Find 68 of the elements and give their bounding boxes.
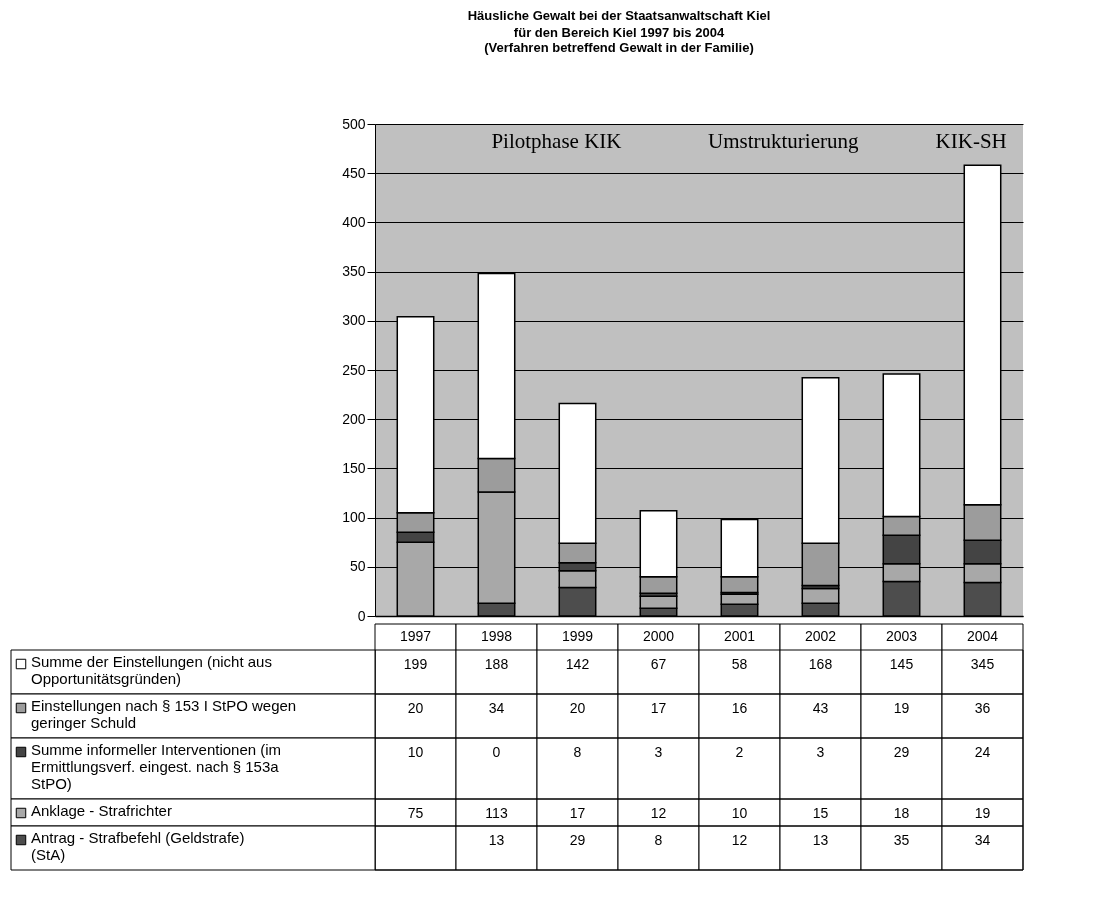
x-tick-label: 2000 <box>642 628 675 644</box>
y-tick-label: 400 <box>342 213 366 230</box>
annotation: Pilotphase KIK <box>491 129 622 153</box>
data-label: 20 <box>407 700 424 716</box>
data-label: 29 <box>893 744 910 760</box>
data-label: 13 <box>488 832 505 848</box>
legend-label: Summe informeller Interventionen (im Ermittlungsverf. eingest. nach § 153a StPO) <box>31 741 282 792</box>
y-tick-label: 150 <box>342 459 366 476</box>
data-label: 16 <box>731 700 748 716</box>
data-label: 10 <box>407 744 424 760</box>
y-tick-label: 100 <box>342 509 366 526</box>
data-label: 34 <box>488 700 505 716</box>
data-label: 17 <box>650 700 667 716</box>
data-label: 199 <box>403 656 428 672</box>
data-label: 19 <box>974 805 991 821</box>
data-label: 24 <box>974 744 991 760</box>
data-label: 168 <box>808 656 833 672</box>
annotation: Umstrukturierung <box>708 129 859 153</box>
data-label: 15 <box>812 805 829 821</box>
data-label: 36 <box>974 700 991 716</box>
data-label: 0 <box>492 744 501 760</box>
data-label: 67 <box>650 656 667 672</box>
data-label: 12 <box>650 805 667 821</box>
y-tick-label: 450 <box>342 164 366 181</box>
data-label: 113 <box>485 805 508 821</box>
data-label: 8 <box>654 832 663 848</box>
data-label: 13 <box>812 832 829 848</box>
data-label: 19 <box>893 700 910 716</box>
annotation: KIK-SH <box>935 129 1007 153</box>
data-label: 3 <box>816 744 825 760</box>
data-label: 18 <box>893 805 910 821</box>
x-tick-label: 2004 <box>966 628 999 644</box>
y-tick-label: 250 <box>342 361 366 378</box>
legend-label: Summe der Einstellungen (nicht aus Opportunitätsgründen) <box>31 653 272 687</box>
data-label: 3 <box>654 744 663 760</box>
data-label: 29 <box>569 832 586 848</box>
y-tick-label: 500 <box>342 115 366 132</box>
data-label: 34 <box>974 832 991 848</box>
data-label: 43 <box>812 700 829 716</box>
chart-subtitle: (Verfahren betreffend Gewalt in der Familie) <box>484 40 754 55</box>
data-label: 58 <box>731 656 748 672</box>
y-tick-label: 200 <box>342 410 366 427</box>
data-label: 10 <box>731 805 748 821</box>
data-label: 345 <box>970 656 995 672</box>
data-label: 12 <box>731 832 748 848</box>
y-tick-label: 300 <box>342 312 366 329</box>
x-tick-label: 1999 <box>561 628 594 644</box>
x-tick-label: 1997 <box>399 628 432 644</box>
y-tick-label: 350 <box>342 263 366 280</box>
data-label: 17 <box>569 805 586 821</box>
x-tick-label: 1998 <box>480 628 513 644</box>
data-label: 35 <box>893 832 910 848</box>
data-label: 188 <box>484 656 509 672</box>
y-tick-label: 50 <box>349 558 366 575</box>
y-tick-label: 0 <box>357 607 366 624</box>
legend-label: Einstellungen nach § 153 I StPO wegen geringer Schuld <box>31 697 297 731</box>
x-tick-label: 2003 <box>885 628 918 644</box>
data-label: 2 <box>735 744 744 760</box>
legend-label: Anklage - Strafrichter <box>31 802 172 819</box>
data-label: 145 <box>889 656 914 672</box>
x-tick-label: 2002 <box>804 628 837 644</box>
legend-label: Antrag - Strafbefehl (Geldstrafe) (StA) <box>31 829 245 863</box>
data-label: 75 <box>407 805 424 821</box>
data-label: 8 <box>573 744 582 760</box>
data-label: 20 <box>569 700 586 716</box>
data-label: 142 <box>565 656 590 672</box>
x-tick-label: 2001 <box>723 628 756 644</box>
chart-title: Häusliche Gewalt bei der Staatsanwaltschaft Kiel für den Bereich Kiel 1997 bis 2004 <box>467 8 771 40</box>
